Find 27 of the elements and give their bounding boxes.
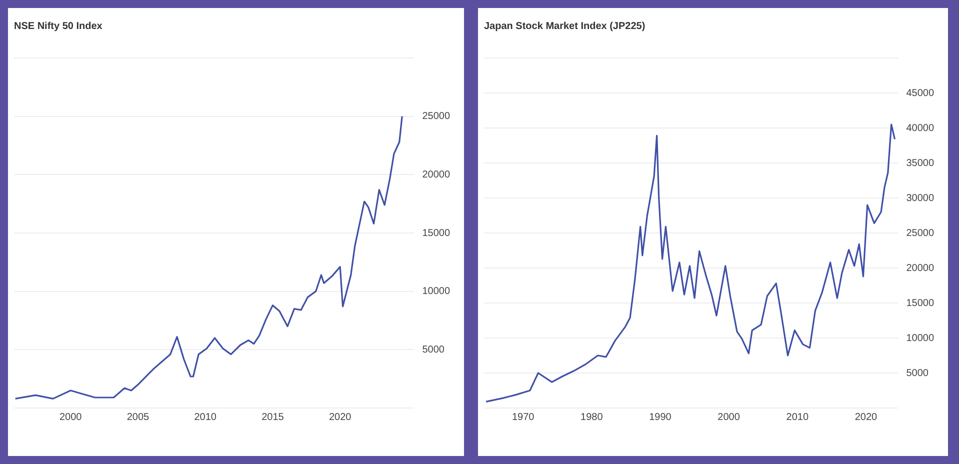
y-tick-label: 15000 xyxy=(422,228,450,239)
y-tick-label: 5000 xyxy=(422,344,445,356)
x-tick-label: 1980 xyxy=(580,412,604,423)
y-tick-label: 15000 xyxy=(906,298,934,309)
y-tick-label: 45000 xyxy=(906,88,934,99)
x-tick-label: 1970 xyxy=(512,412,535,423)
x-tick-label: 2020 xyxy=(328,412,352,423)
x-tick-label: 2000 xyxy=(718,412,740,423)
y-tick-label: 25000 xyxy=(906,228,934,239)
y-tick-label: 10000 xyxy=(906,332,934,344)
x-tick-label: 2010 xyxy=(786,412,809,423)
y-tick-label: 35000 xyxy=(906,158,934,169)
x-tick-label: 2010 xyxy=(194,412,217,423)
x-tick-label: 1990 xyxy=(649,412,672,423)
y-tick-label: 30000 xyxy=(906,192,934,204)
x-tick-label: 2000 xyxy=(59,412,82,423)
y-tick-label: 20000 xyxy=(422,169,450,180)
y-tick-label: 10000 xyxy=(422,286,450,298)
x-tick-label: 2005 xyxy=(126,412,150,423)
y-tick-label: 20000 xyxy=(906,262,934,274)
y-tick-label: 40000 xyxy=(906,122,934,134)
chart-title: Japan Stock Market Index (JP225) xyxy=(484,20,646,32)
chart-title: NSE Nifty 50 Index xyxy=(14,20,103,32)
x-tick-label: 2020 xyxy=(854,412,878,423)
y-tick-label: 5000 xyxy=(906,368,929,379)
x-tick-label: 2015 xyxy=(262,412,284,423)
y-tick-label: 25000 xyxy=(422,111,450,122)
